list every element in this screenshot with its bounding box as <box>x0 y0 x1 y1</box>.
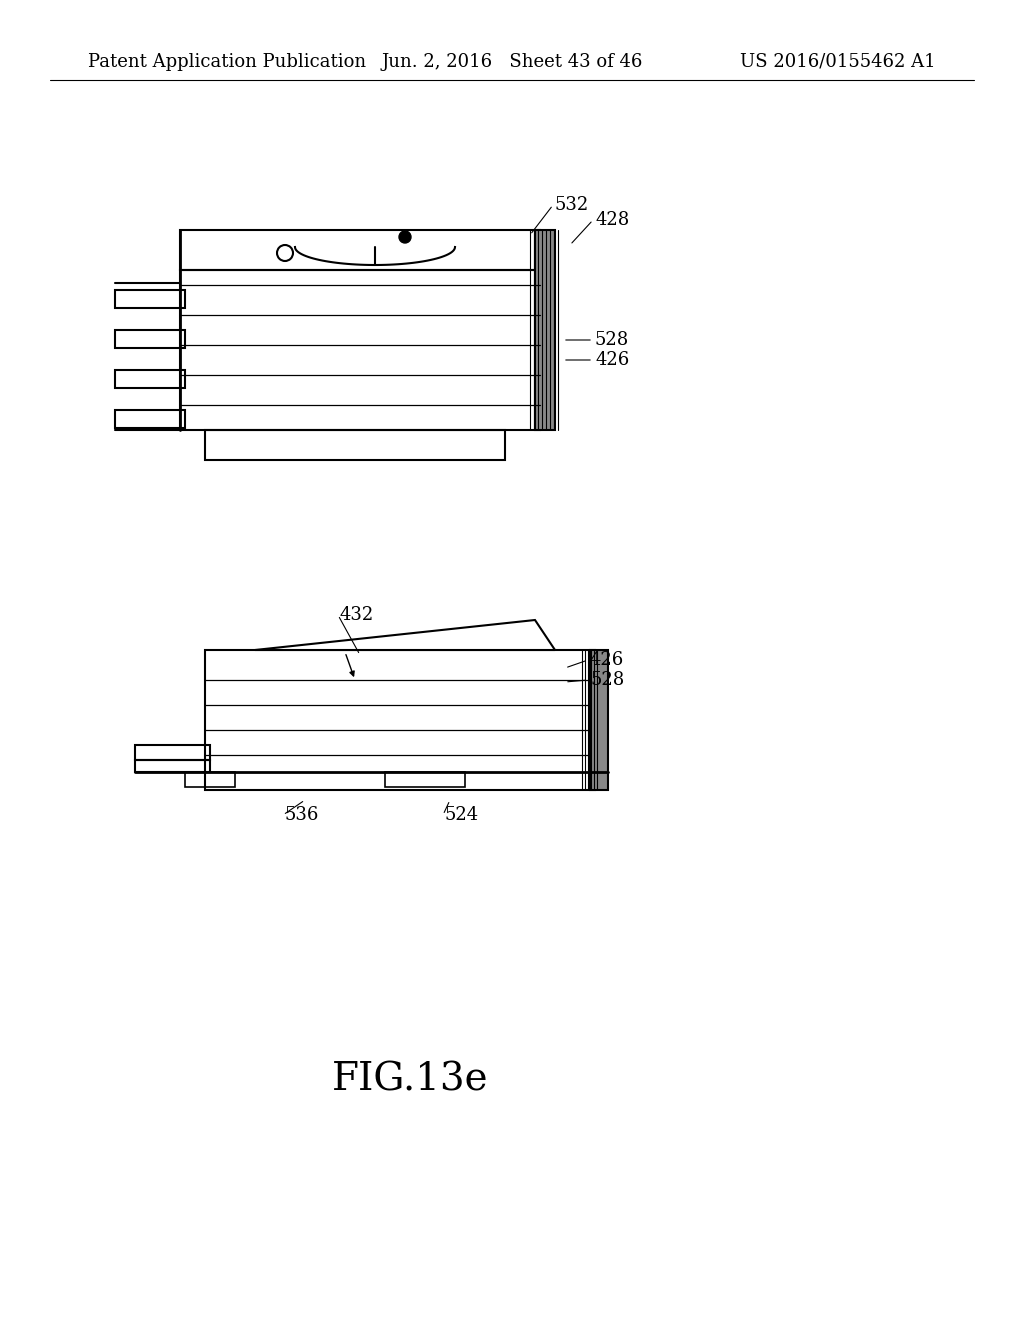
Bar <box>135 760 210 772</box>
Bar <box>180 230 540 271</box>
Bar <box>385 772 465 787</box>
Bar <box>115 330 185 348</box>
Bar <box>205 430 505 459</box>
Text: 428: 428 <box>595 211 630 228</box>
Bar <box>185 772 234 787</box>
Bar <box>115 290 185 308</box>
Text: 426: 426 <box>590 651 625 669</box>
Text: Jun. 2, 2016   Sheet 43 of 46: Jun. 2, 2016 Sheet 43 of 46 <box>381 53 643 71</box>
Bar <box>115 370 185 388</box>
Text: FIG.13e: FIG.13e <box>332 1061 488 1098</box>
Text: Patent Application Publication: Patent Application Publication <box>88 53 367 71</box>
Bar <box>535 230 555 430</box>
Bar <box>135 744 210 760</box>
Text: US 2016/0155462 A1: US 2016/0155462 A1 <box>740 53 936 71</box>
Text: 432: 432 <box>340 606 374 624</box>
Text: 528: 528 <box>595 331 630 348</box>
Circle shape <box>399 231 411 243</box>
Polygon shape <box>255 620 555 649</box>
Text: 528: 528 <box>590 671 625 689</box>
Bar <box>205 649 595 789</box>
Bar <box>115 411 185 428</box>
Text: 426: 426 <box>595 351 630 370</box>
Text: 532: 532 <box>555 195 589 214</box>
Bar <box>180 271 540 430</box>
Text: 536: 536 <box>285 807 319 824</box>
Text: 524: 524 <box>445 807 479 824</box>
Bar <box>590 649 608 789</box>
